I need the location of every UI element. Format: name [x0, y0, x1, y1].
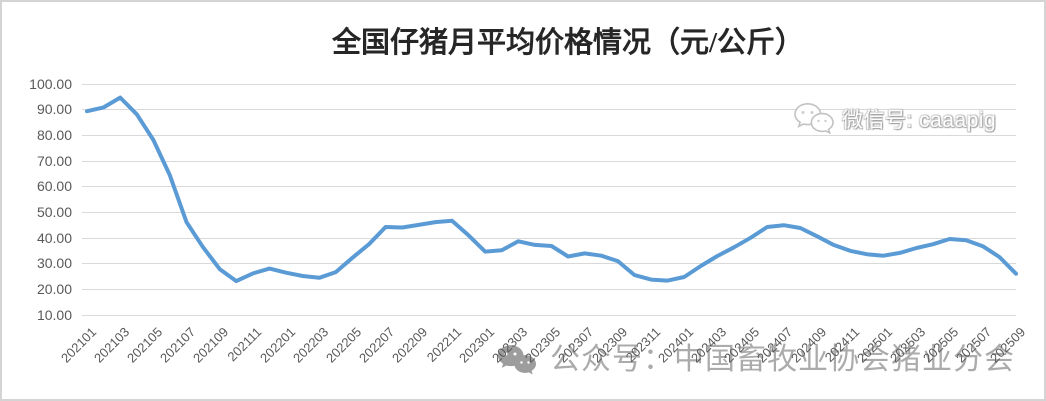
wechat-icon [794, 102, 834, 135]
gridline [82, 186, 1016, 188]
price-line-series [85, 95, 1018, 284]
wechat-icon [498, 345, 536, 375]
watermark-official-account-text: 公众号：中国畜牧业协会猪业分会 [550, 343, 1015, 376]
gridline [82, 314, 1016, 316]
y-axis-tick-label: 60.00 [36, 178, 72, 195]
gridline [82, 263, 1016, 265]
gridline [82, 109, 1016, 111]
watermark-wechat-id-text: 微信号: caaapig [842, 108, 997, 132]
chart-title: 全国仔猪月平均价格情况（元/公斤） [331, 27, 805, 59]
gridline [82, 288, 1016, 290]
y-axis-tick-label: 50.00 [36, 203, 72, 220]
gridline [82, 237, 1016, 239]
y-axis-tick-label: 70.00 [36, 152, 72, 169]
y-axis-tick-label: 90.00 [36, 101, 72, 118]
y-axis-tick-label: 20.00 [36, 280, 72, 297]
watermark-official-account: 公众号：中国畜牧业协会猪业分会 [496, 341, 1015, 379]
gridline [82, 83, 1016, 85]
y-axis-tick-label: 80.00 [36, 126, 72, 143]
y-axis-tick-label: 10.00 [36, 306, 72, 323]
y-axis-tick-label: 100.00 [29, 75, 72, 92]
gridline [82, 134, 1016, 136]
y-axis-tick-label: 40.00 [36, 229, 72, 246]
gridline [82, 211, 1016, 213]
gridline [82, 160, 1016, 162]
y-axis-tick-label: 30.00 [36, 255, 72, 272]
watermark-wechat-id: 微信号: caaapig [793, 102, 996, 135]
